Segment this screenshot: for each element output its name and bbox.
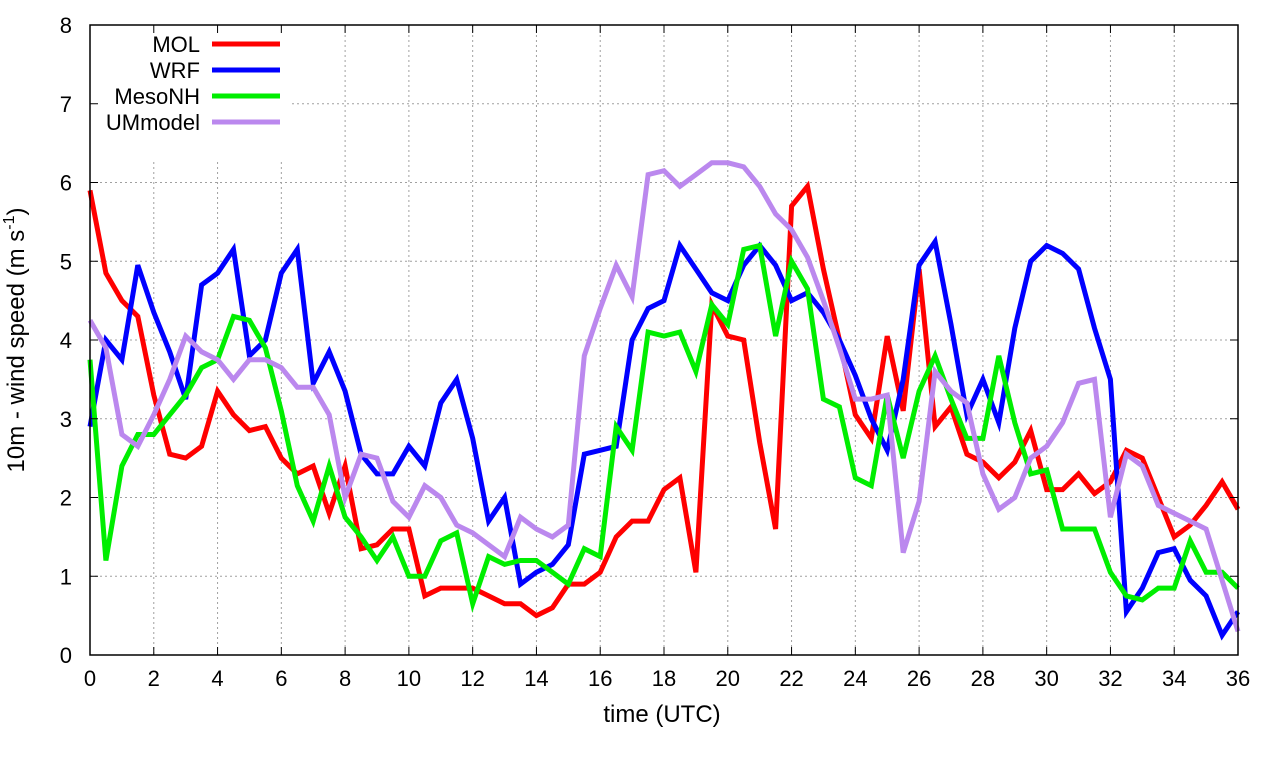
y-tick-label: 2 — [60, 486, 72, 511]
y-tick-label: 8 — [60, 13, 72, 38]
x-tick-label: 24 — [843, 666, 867, 691]
x-tick-label: 4 — [211, 666, 223, 691]
series-line-mesonh — [87, 242, 1240, 614]
x-tick-label: 34 — [1162, 666, 1186, 691]
y-tick-label: 3 — [60, 407, 72, 432]
x-tick-label: 14 — [524, 666, 548, 691]
y-axis-title: 10m - wind speed (m s-1) — [1, 208, 30, 473]
series-lines — [87, 160, 1241, 641]
x-tick-label: 30 — [1034, 666, 1058, 691]
legend-label-ummodel: UMmodel — [106, 110, 200, 135]
x-tick-label: 18 — [652, 666, 676, 691]
x-tick-label: 26 — [907, 666, 931, 691]
x-tick-label: 12 — [460, 666, 484, 691]
y-axis-title-sup: -1 — [1, 215, 18, 229]
x-tick-label: 2 — [148, 666, 160, 691]
x-tick-label: 32 — [1098, 666, 1122, 691]
y-tick-label: 6 — [60, 171, 72, 196]
y-axis-title-end: ) — [3, 208, 30, 216]
legend-label-mesonh: MesoNH — [114, 84, 200, 109]
x-tick-label: 22 — [779, 666, 803, 691]
x-tick-label: 20 — [716, 666, 740, 691]
series-line-wrf — [87, 235, 1241, 641]
x-tick-label: 28 — [971, 666, 995, 691]
y-tick-label: 4 — [60, 328, 72, 353]
x-tick-label: 6 — [275, 666, 287, 691]
y-tick-label: 5 — [60, 249, 72, 274]
x-axis-title: time (UTC) — [603, 701, 720, 728]
x-tick-label: 10 — [397, 666, 421, 691]
x-tick-label: 36 — [1226, 666, 1250, 691]
x-tick-label: 0 — [84, 666, 96, 691]
axis-ticks: 0 2 4 6 8 10 12 14 16 18 20 22 24 26 28 30 32 34 360123456… — [60, 13, 1250, 691]
y-axis-title-main: 10m - wind speed (m s — [3, 230, 30, 473]
y-tick-label: 1 — [60, 564, 72, 589]
x-tick-label: 16 — [588, 666, 612, 691]
series-line-mol — [87, 180, 1241, 619]
series-line-ummodel — [87, 160, 1241, 633]
legend-label-mol: MOL — [152, 32, 200, 57]
x-tick-label: 8 — [339, 666, 351, 691]
y-tick-label: 7 — [60, 92, 72, 117]
y-tick-label: 0 — [60, 643, 72, 668]
legend-label-wrf: WRF — [150, 58, 200, 83]
